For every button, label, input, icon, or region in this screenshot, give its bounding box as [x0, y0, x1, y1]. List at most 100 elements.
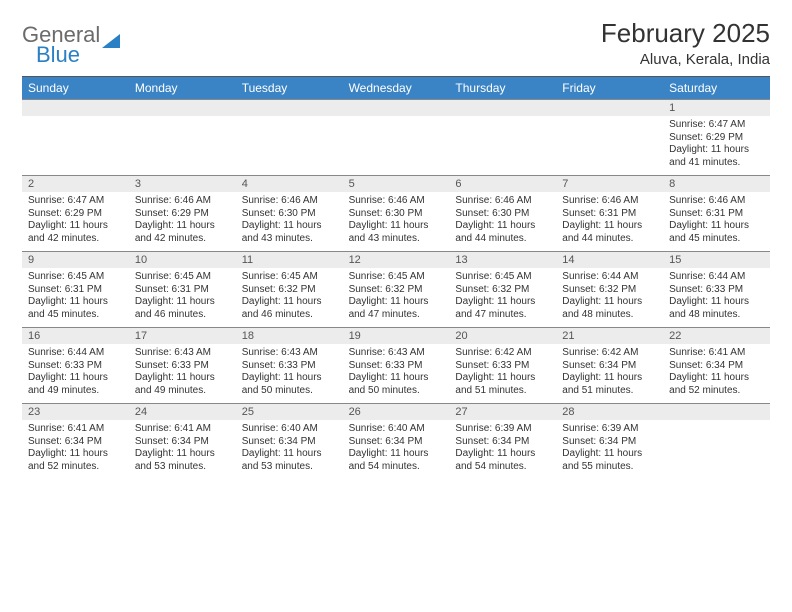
day-number-cell	[556, 99, 663, 116]
day-number-cell	[663, 403, 770, 420]
day-content-row: Sunrise: 6:47 AM Sunset: 6:29 PM Daylight:…	[22, 192, 770, 251]
day-detail-cell: Sunrise: 6:44 AMSunset: 6:33 PMDaylight:…	[22, 344, 129, 403]
day-detail-cell: Sunrise: 6:46 AMSunset: 6:30 PMDaylight:…	[449, 192, 556, 251]
sunrise-text: Sunrise: 6:47 AM	[669, 119, 764, 132]
day-detail-cell: Sunrise: 6:43 AMSunset: 6:33 PMDaylight:…	[236, 344, 343, 403]
sunset-text: Sunset: 6:30 PM	[349, 208, 444, 221]
sunrise-text: Sunrise: 6:47 AM	[28, 195, 123, 208]
sunrise-text: Sunrise: 6:44 AM	[669, 271, 764, 284]
sunrise-text: Sunrise: 6:42 AM	[455, 347, 550, 360]
day-detail-cell: Sunrise: 6:46 AMSunset: 6:29 PMDaylight:…	[129, 192, 236, 251]
day-number-cell: 3	[129, 175, 236, 192]
weekday-friday: Friday	[556, 77, 663, 99]
sunrise-text: Sunrise: 6:46 AM	[242, 195, 337, 208]
sunset-text: Sunset: 6:34 PM	[349, 436, 444, 449]
day-detail-cell	[556, 116, 663, 175]
day-detail-cell	[129, 116, 236, 175]
daylight-text: Daylight: 11 hours and 54 minutes.	[455, 448, 550, 473]
day-detail-cell: Sunrise: 6:42 AMSunset: 6:34 PMDaylight:…	[556, 344, 663, 403]
daylight-text: Daylight: 11 hours and 45 minutes.	[28, 296, 123, 321]
day-detail-cell: Sunrise: 6:46 AMSunset: 6:31 PMDaylight:…	[663, 192, 770, 251]
day-detail-cell: Sunrise: 6:41 AMSunset: 6:34 PMDaylight:…	[22, 420, 129, 479]
sunrise-text: Sunrise: 6:45 AM	[28, 271, 123, 284]
sunrise-text: Sunrise: 6:43 AM	[135, 347, 230, 360]
daylight-text: Daylight: 11 hours and 48 minutes.	[562, 296, 657, 321]
day-detail-cell: Sunrise: 6:47 AMSunset: 6:29 PMDaylight:…	[663, 116, 770, 175]
sunset-text: Sunset: 6:30 PM	[242, 208, 337, 221]
day-detail-cell: Sunrise: 6:43 AMSunset: 6:33 PMDaylight:…	[343, 344, 450, 403]
daynum-row: 1	[22, 99, 770, 116]
sunset-text: Sunset: 6:29 PM	[135, 208, 230, 221]
day-detail-cell: Sunrise: 6:40 AMSunset: 6:34 PMDaylight:…	[343, 420, 450, 479]
day-detail-cell: Sunrise: 6:42 AMSunset: 6:33 PMDaylight:…	[449, 344, 556, 403]
calendar-body: 1Sunrise: 6:47 AMSunset: 6:29 PMDaylight…	[22, 99, 770, 479]
day-number-cell: 7	[556, 175, 663, 192]
daylight-text: Daylight: 11 hours and 42 minutes.	[28, 220, 123, 245]
logo-word-blue: Blue	[36, 42, 120, 68]
day-detail-cell: Sunrise: 6:43 AMSunset: 6:33 PMDaylight:…	[129, 344, 236, 403]
sunrise-text: Sunrise: 6:39 AM	[455, 423, 550, 436]
sunset-text: Sunset: 6:32 PM	[455, 284, 550, 297]
day-content-row: Sunrise: 6:41 AMSunset: 6:34 PMDaylight:…	[22, 420, 770, 479]
day-detail-cell: Sunrise: 6:47 AMSunset: 6:29 PMDaylight:…	[22, 192, 129, 251]
month-title: February 2025	[601, 18, 770, 49]
day-number-cell: 1	[663, 99, 770, 116]
daylight-text: Daylight: 11 hours and 51 minutes.	[455, 372, 550, 397]
day-number-cell: 6	[449, 175, 556, 192]
day-detail-cell: Sunrise: 6:45 AMSunset: 6:32 PMDaylight:…	[343, 268, 450, 327]
sunset-text: Sunset: 6:32 PM	[242, 284, 337, 297]
daynum-row: 2345678	[22, 175, 770, 192]
day-detail-cell: Sunrise: 6:44 AMSunset: 6:33 PMDaylight:…	[663, 268, 770, 327]
day-number-cell: 5	[343, 175, 450, 192]
day-detail-cell	[343, 116, 450, 175]
sunrise-text: Sunrise: 6:45 AM	[455, 271, 550, 284]
daylight-text: Daylight: 11 hours and 47 minutes.	[349, 296, 444, 321]
daylight-text: Daylight: 11 hours and 41 minutes.	[669, 144, 764, 169]
sunset-text: Sunset: 6:30 PM	[455, 208, 550, 221]
day-number-cell: 28	[556, 403, 663, 420]
day-number-cell: 17	[129, 327, 236, 344]
daylight-text: Daylight: 11 hours and 52 minutes.	[669, 372, 764, 397]
sunset-text: Sunset: 6:31 PM	[669, 208, 764, 221]
day-number-cell: 9	[22, 251, 129, 268]
day-detail-cell: Sunrise: 6:41 AMSunset: 6:34 PMDaylight:…	[129, 420, 236, 479]
sunrise-text: Sunrise: 6:45 AM	[135, 271, 230, 284]
sunset-text: Sunset: 6:33 PM	[669, 284, 764, 297]
day-detail-cell: Sunrise: 6:46 AMSunset: 6:30 PMDaylight:…	[343, 192, 450, 251]
day-number-cell: 2	[22, 175, 129, 192]
day-detail-cell	[22, 116, 129, 175]
sunset-text: Sunset: 6:31 PM	[135, 284, 230, 297]
weekday-sunday: Sunday	[22, 77, 129, 99]
day-number-cell: 14	[556, 251, 663, 268]
daylight-text: Daylight: 11 hours and 51 minutes.	[562, 372, 657, 397]
day-detail-cell	[449, 116, 556, 175]
sunset-text: Sunset: 6:33 PM	[242, 360, 337, 373]
day-content-row: Sunrise: 6:44 AMSunset: 6:33 PMDaylight:…	[22, 344, 770, 403]
day-detail-cell: Sunrise: 6:45 AMSunset: 6:32 PMDaylight:…	[449, 268, 556, 327]
day-number-cell	[22, 99, 129, 116]
daylight-text: Daylight: 11 hours and 43 minutes.	[349, 220, 444, 245]
day-detail-cell	[236, 116, 343, 175]
day-number-cell: 4	[236, 175, 343, 192]
day-number-cell: 11	[236, 251, 343, 268]
sunset-text: Sunset: 6:34 PM	[669, 360, 764, 373]
daylight-text: Daylight: 11 hours and 55 minutes.	[562, 448, 657, 473]
sunrise-text: Sunrise: 6:46 AM	[135, 195, 230, 208]
sunrise-text: Sunrise: 6:44 AM	[28, 347, 123, 360]
day-detail-cell: Sunrise: 6:45 AMSunset: 6:31 PMDaylight:…	[22, 268, 129, 327]
daylight-text: Daylight: 11 hours and 54 minutes.	[349, 448, 444, 473]
sunrise-text: Sunrise: 6:45 AM	[242, 271, 337, 284]
sunset-text: Sunset: 6:31 PM	[562, 208, 657, 221]
brand-logo: General Blue	[22, 22, 120, 68]
sunset-text: Sunset: 6:29 PM	[669, 132, 764, 145]
sunset-text: Sunset: 6:33 PM	[135, 360, 230, 373]
daylight-text: Daylight: 11 hours and 53 minutes.	[242, 448, 337, 473]
weekday-saturday: Saturday	[663, 77, 770, 99]
weekday-header-row: Sunday Monday Tuesday Wednesday Thursday…	[22, 77, 770, 99]
sunset-text: Sunset: 6:34 PM	[562, 436, 657, 449]
sunrise-text: Sunrise: 6:46 AM	[562, 195, 657, 208]
daylight-text: Daylight: 11 hours and 50 minutes.	[242, 372, 337, 397]
sunrise-text: Sunrise: 6:41 AM	[28, 423, 123, 436]
sunset-text: Sunset: 6:31 PM	[28, 284, 123, 297]
day-number-cell: 19	[343, 327, 450, 344]
